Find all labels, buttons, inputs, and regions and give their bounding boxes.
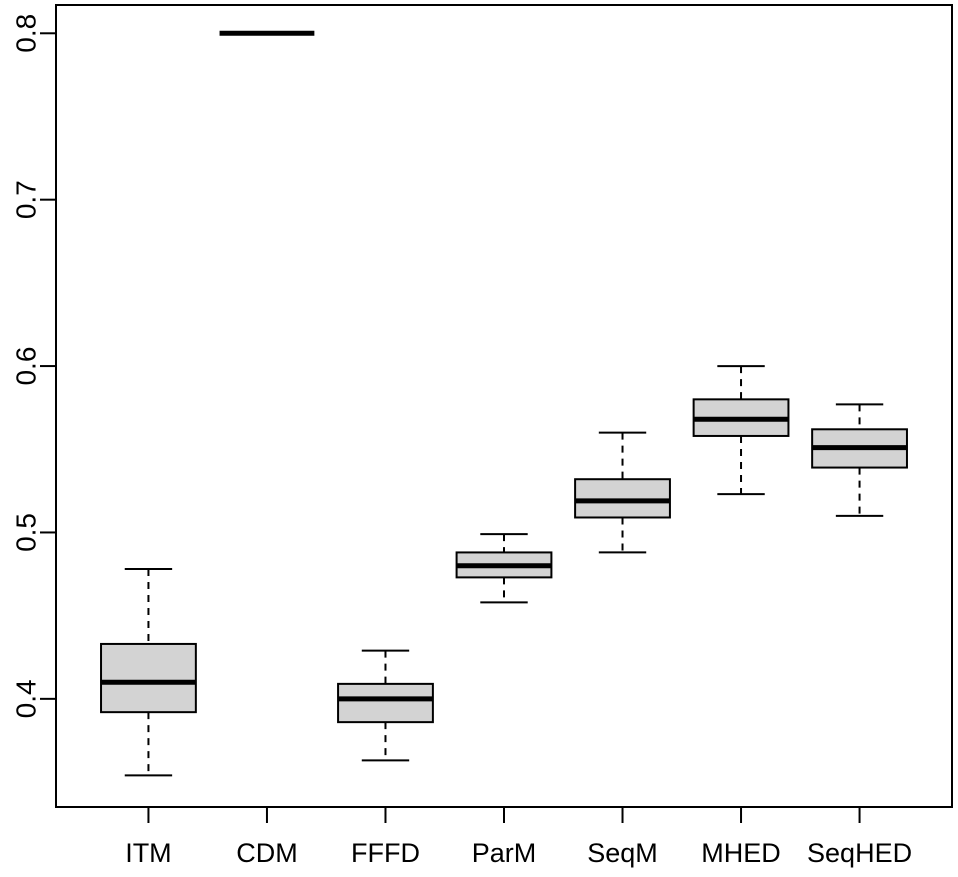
- boxplot-MHED: [692, 365, 790, 496]
- y-axis-tick-label: 0.4: [11, 679, 42, 718]
- x-axis-label-ParM: ParM: [472, 838, 537, 868]
- x-axis-label-SeqHED: SeqHED: [807, 838, 912, 868]
- boxplot-ITM: [100, 568, 197, 777]
- x-axis-label-CDM: CDM: [236, 838, 298, 868]
- y-axis-tick-label: 0.7: [11, 180, 42, 219]
- boxplot-ParM: [455, 533, 553, 604]
- iqr-box: [100, 642, 197, 714]
- y-axis-tick-label: 0.6: [11, 347, 42, 386]
- boxplot-SeqM: [574, 431, 671, 554]
- y-axis-tick-label: 0.8: [11, 14, 42, 53]
- x-axis-label-FFFD: FFFD: [351, 838, 420, 868]
- iqr-box: [337, 682, 434, 724]
- boxplot-SeqHED: [811, 403, 908, 517]
- x-axis-label-SeqM: SeqM: [587, 838, 658, 868]
- x-axis-label-MHED: MHED: [701, 838, 781, 868]
- y-axis-tick-label: 0.5: [11, 513, 42, 552]
- x-axis-label-ITM: ITM: [125, 838, 172, 868]
- boxplot-FFFD: [337, 649, 434, 762]
